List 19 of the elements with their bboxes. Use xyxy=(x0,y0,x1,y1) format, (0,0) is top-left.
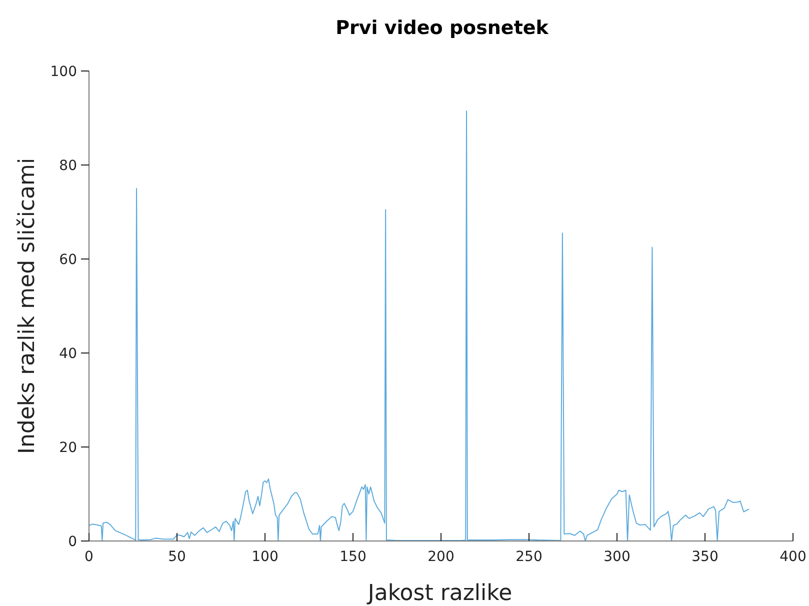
y-axis-title: Indeks razlik med sličicami xyxy=(15,158,40,454)
chart-title: Prvi video posnetek xyxy=(336,17,549,39)
x-tick-label: 250 xyxy=(516,549,542,565)
y-tick-label: 100 xyxy=(50,64,77,80)
y-tick-label: 60 xyxy=(59,252,77,268)
x-tick-label: 300 xyxy=(604,549,630,565)
x-axis-title: Jakost razlike xyxy=(366,581,512,606)
y-tick-label: 0 xyxy=(68,534,77,550)
x-tick-label: 50 xyxy=(168,549,186,565)
x-tick-label: 150 xyxy=(340,549,366,565)
x-tick-label: 350 xyxy=(692,549,718,565)
x-tick-label: 100 xyxy=(252,549,278,565)
y-tick-label: 20 xyxy=(59,440,77,456)
x-tick-label: 200 xyxy=(428,549,454,565)
y-tick-label: 40 xyxy=(59,346,77,362)
x-tick-label: 400 xyxy=(780,549,806,565)
x-tick-label: 0 xyxy=(84,549,94,565)
line-series xyxy=(88,110,750,542)
y-tick-label: 80 xyxy=(59,158,77,174)
